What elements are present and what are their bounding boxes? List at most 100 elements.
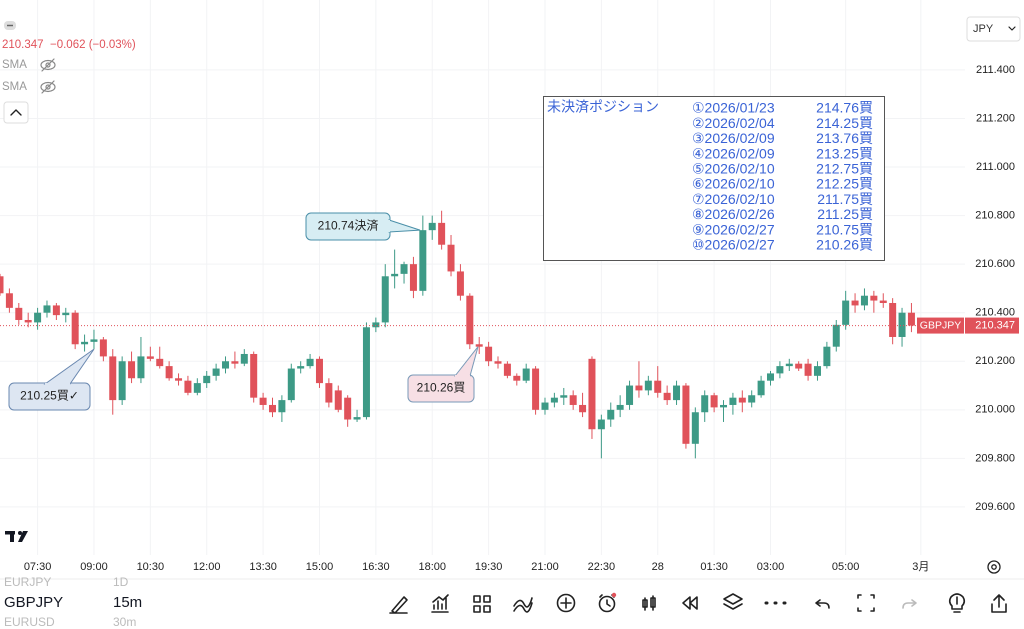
- watch-symbol[interactable]: EURJPY: [4, 575, 51, 589]
- draw-tool[interactable]: [389, 596, 408, 614]
- candle-body: [663, 392, 671, 401]
- y-tick-label: 210.000: [975, 404, 1015, 416]
- position-date: ⑩2026/02/27: [692, 237, 775, 253]
- candle-body: [710, 395, 718, 408]
- position-price: 211.75買: [817, 191, 873, 207]
- candle-body: [165, 366, 173, 379]
- callout-label: 210.74決済: [318, 219, 379, 233]
- candle-body: [823, 346, 831, 367]
- settings-icon[interactable]: [987, 560, 1001, 574]
- x-tick-label: 16:30: [362, 561, 390, 573]
- candle-body: [785, 363, 793, 367]
- candle-body: [860, 295, 868, 306]
- hide-icon[interactable]: [40, 80, 56, 94]
- price-change: −0.062 (−0.03%): [50, 39, 136, 51]
- y-tick-label: 210.400: [975, 307, 1015, 319]
- idea-tool[interactable]: [948, 593, 966, 613]
- candle-body: [438, 222, 446, 245]
- candle-body: [813, 366, 821, 376]
- position-price: 213.25買: [816, 145, 873, 161]
- x-tick-label: 12:00: [193, 561, 221, 573]
- position-price: 210.75買: [816, 221, 873, 237]
- position-price: 212.25買: [816, 176, 873, 192]
- currency-button[interactable]: [966, 16, 1021, 42]
- candle-body: [99, 339, 107, 357]
- position-date: ⑧2026/02/26: [692, 206, 775, 222]
- add-tool[interactable]: [556, 593, 576, 613]
- candle-body: [898, 312, 906, 337]
- candle-body: [842, 300, 850, 325]
- candle-body: [315, 358, 323, 384]
- watch-interval: 30m: [113, 615, 136, 629]
- candle-body: [766, 373, 774, 381]
- candle-body: [907, 312, 915, 326]
- redo-tool[interactable]: [902, 599, 917, 609]
- candle-body: [268, 404, 276, 413]
- candle-body: [654, 380, 662, 393]
- candle-body: [673, 385, 681, 401]
- alert-badge: [611, 592, 617, 598]
- candle-body: [626, 385, 634, 405]
- candle-body: [259, 397, 267, 405]
- layouts-tool[interactable]: [473, 595, 491, 613]
- candle-body: [137, 356, 145, 379]
- candle-body: [334, 390, 342, 410]
- position-date: ③2026/02/09: [692, 130, 775, 146]
- candle-body: [804, 363, 812, 376]
- candle-body: [240, 353, 248, 364]
- share-tool[interactable]: [991, 594, 1007, 613]
- callout-pointer: [388, 219, 421, 233]
- bar-style-tool[interactable]: [642, 595, 656, 611]
- indicator-name[interactable]: SMA: [2, 59, 27, 71]
- candle-body: [513, 375, 521, 381]
- x-tick-label: 05:00: [832, 561, 860, 573]
- hide-icon[interactable]: [40, 58, 56, 72]
- candle-body: [193, 383, 201, 393]
- candle-body: [475, 344, 483, 347]
- indicator-name[interactable]: SMA: [2, 81, 27, 93]
- dropdown-arrow: [1008, 26, 1016, 31]
- replay-tool[interactable]: [682, 596, 698, 610]
- candle-body: [447, 244, 455, 272]
- watch-symbol[interactable]: GBPJPY: [4, 594, 63, 611]
- candle-body: [146, 356, 154, 359]
- candle-body: [541, 402, 549, 410]
- candle-body: [616, 404, 624, 410]
- last-price: 210.347: [2, 39, 44, 51]
- y-tick-label: 210.200: [975, 355, 1015, 367]
- candle-body: [5, 293, 13, 308]
- candle-body: [597, 419, 605, 430]
- candle-body: [287, 368, 295, 401]
- watch-symbol[interactable]: EURUSD: [4, 615, 55, 629]
- fullscreen-tool[interactable]: [857, 594, 875, 612]
- y-tick-label: 211.000: [976, 161, 1015, 173]
- x-tick-label: 10:30: [137, 561, 165, 573]
- candle-body: [644, 380, 652, 391]
- candle-body: [306, 358, 314, 367]
- collapse-button[interactable]: [3, 101, 29, 124]
- candle-body: [560, 395, 568, 398]
- x-tick-label: 21:00: [531, 561, 559, 573]
- candle-body: [691, 412, 699, 444]
- positions-box: [543, 96, 885, 261]
- alert-tool[interactable]: [598, 595, 616, 613]
- position-price: 212.75買: [816, 161, 873, 177]
- logo: [5, 531, 28, 542]
- position-date: ⑨2026/02/27: [692, 221, 775, 237]
- position-price: 211.25買: [817, 206, 873, 222]
- watch-interval: 15m: [113, 594, 142, 611]
- indicators-tool[interactable]: [431, 594, 449, 613]
- candle-body: [466, 295, 474, 345]
- position-date: ④2026/02/09: [692, 145, 775, 161]
- candle-body: [175, 378, 183, 381]
- candle-body: [889, 302, 897, 337]
- toolbar: [389, 593, 1007, 614]
- chevron-up: [10, 109, 22, 116]
- compare-tool[interactable]: [513, 597, 533, 613]
- x-tick-label: 01:30: [700, 561, 728, 573]
- candle-body: [682, 385, 690, 444]
- objects-tool[interactable]: [723, 593, 743, 610]
- undo-tool[interactable]: [815, 599, 830, 609]
- position-price: 214.76買: [816, 100, 873, 116]
- candle-body: [128, 361, 136, 379]
